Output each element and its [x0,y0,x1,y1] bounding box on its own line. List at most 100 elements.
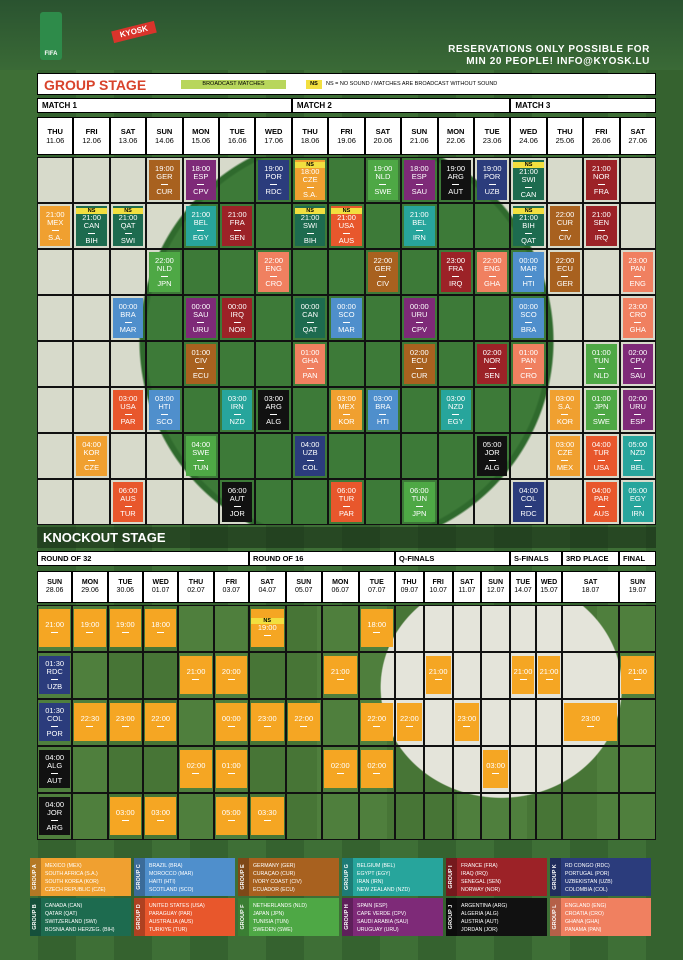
team: COL [302,462,318,472]
day-name: SAT [460,579,474,586]
team-name: AUSTRALIA (AUS) [149,919,194,925]
team: NOR [483,355,501,365]
grid-cell [510,341,547,387]
team: ENG [629,278,646,288]
dash [306,459,314,461]
grid-cell [473,157,511,203]
group-label-strip: GROUP C [134,858,145,896]
match: 04:00 ALG AUT [39,750,71,788]
dash [124,413,132,415]
match-time: 23:00 [628,255,648,265]
day-date: 14.07 [514,587,532,594]
dash [452,413,460,415]
team-name: SPAIN (ESP) [357,903,388,909]
day-header: MON 29.06 [72,571,108,603]
grid-cell [536,652,562,699]
team-name: NORWAY (NOR) [461,887,501,893]
team: KOR [83,447,100,457]
match-time: 23:00 [457,713,477,723]
grid-cell [395,605,424,652]
dash [373,772,381,774]
match: 04:00 TUR USA [586,436,617,476]
grid-cell [182,295,220,341]
day-name: TUE [484,127,500,136]
team: HTI [376,416,389,426]
day-date: 07.07 [367,587,386,594]
match-time: 05:00 [628,439,648,449]
grid-cell [255,157,292,203]
day-header: MON 22.06 [437,117,474,155]
grid-cell [291,157,329,203]
day-header: WED 15.07 [536,571,562,603]
match: 19:00 POR RDC [258,160,289,200]
grid-cell [72,793,108,840]
team: SWE [592,416,610,426]
grid-cell [146,203,183,249]
match: 05:00 [215,797,247,835]
match: 00:00 BRA MAR [112,298,144,338]
match-time: 21:00 [337,212,356,222]
grid-cell [619,652,656,699]
match-time: 21:00 [428,666,448,676]
day-date: 01.07 [151,587,170,594]
match-time: 01:00 [221,760,241,770]
grid-cell [452,699,482,746]
grid-cell [423,652,453,699]
dash [86,725,94,727]
team: SEN [229,232,245,242]
team: KOR [338,416,355,426]
grid-cell [546,203,584,249]
team: ENG [484,263,501,273]
team-name: BELGIUM (BEL) [357,863,396,869]
dash [342,505,350,507]
team-name: TURKIYE (TUR) [149,927,188,933]
match-time: 19:00 [264,163,284,173]
grid-cell [481,699,510,746]
ns-legend-text: NS = NO SOUND / MATCHES ARE BROADCAST WI… [326,81,498,87]
grid-cell [219,157,256,203]
round-header: ROUND OF 32 [37,551,249,566]
grid-cell [73,295,110,341]
dash [124,321,132,323]
dash [86,631,94,633]
match: 21:00 [512,656,534,694]
grid-cell [481,793,510,840]
team: SWE [374,186,392,196]
match: 03:00 USA PAR [112,390,144,430]
day-header: SAT 13.06 [109,117,147,155]
match: NS 21:00 CAN BIH [76,206,107,246]
dash [634,413,642,415]
team-name: SAUDI ARABIA (SAU) [357,919,409,925]
grid-cell [109,157,147,203]
grid-cell [473,387,511,433]
match: 01:00 GHA PAN [294,344,326,384]
day-name: THU [557,127,573,136]
grid-cell [401,295,438,341]
day-date: 12.07 [486,587,505,594]
grid-cell [109,479,147,525]
day-name: TUE [516,579,530,586]
dash [157,631,165,633]
match: 01:30 RDC UZB [39,656,71,694]
match: NS 21:00 USA AUS [331,206,362,246]
day-name: SUN [630,579,645,586]
match: 23:00 PAN ENG [622,252,653,292]
team: AUT [47,775,63,785]
match: 02:00 URU ESP [622,390,653,430]
logo: FIFA [40,12,62,60]
day-date: 11.07 [458,587,476,594]
team: SCO [156,416,173,426]
grid-cell [37,433,74,479]
day-header: WED 01.07 [143,571,179,603]
match-time: 22:00 [155,255,174,265]
match-time: 19:00 [373,163,393,173]
match: 03:00 NZD EGY [440,390,471,430]
day-header: TUE 16.06 [219,117,256,155]
match: 21:00 [324,656,357,694]
match: 03:00 HTI SCO [149,390,180,430]
team: JPN [594,401,609,411]
dash [434,678,442,680]
match-time: 02:00 [330,760,350,770]
day-date: 27.06 [628,136,648,145]
day-header: SUN 19.07 [619,571,656,603]
